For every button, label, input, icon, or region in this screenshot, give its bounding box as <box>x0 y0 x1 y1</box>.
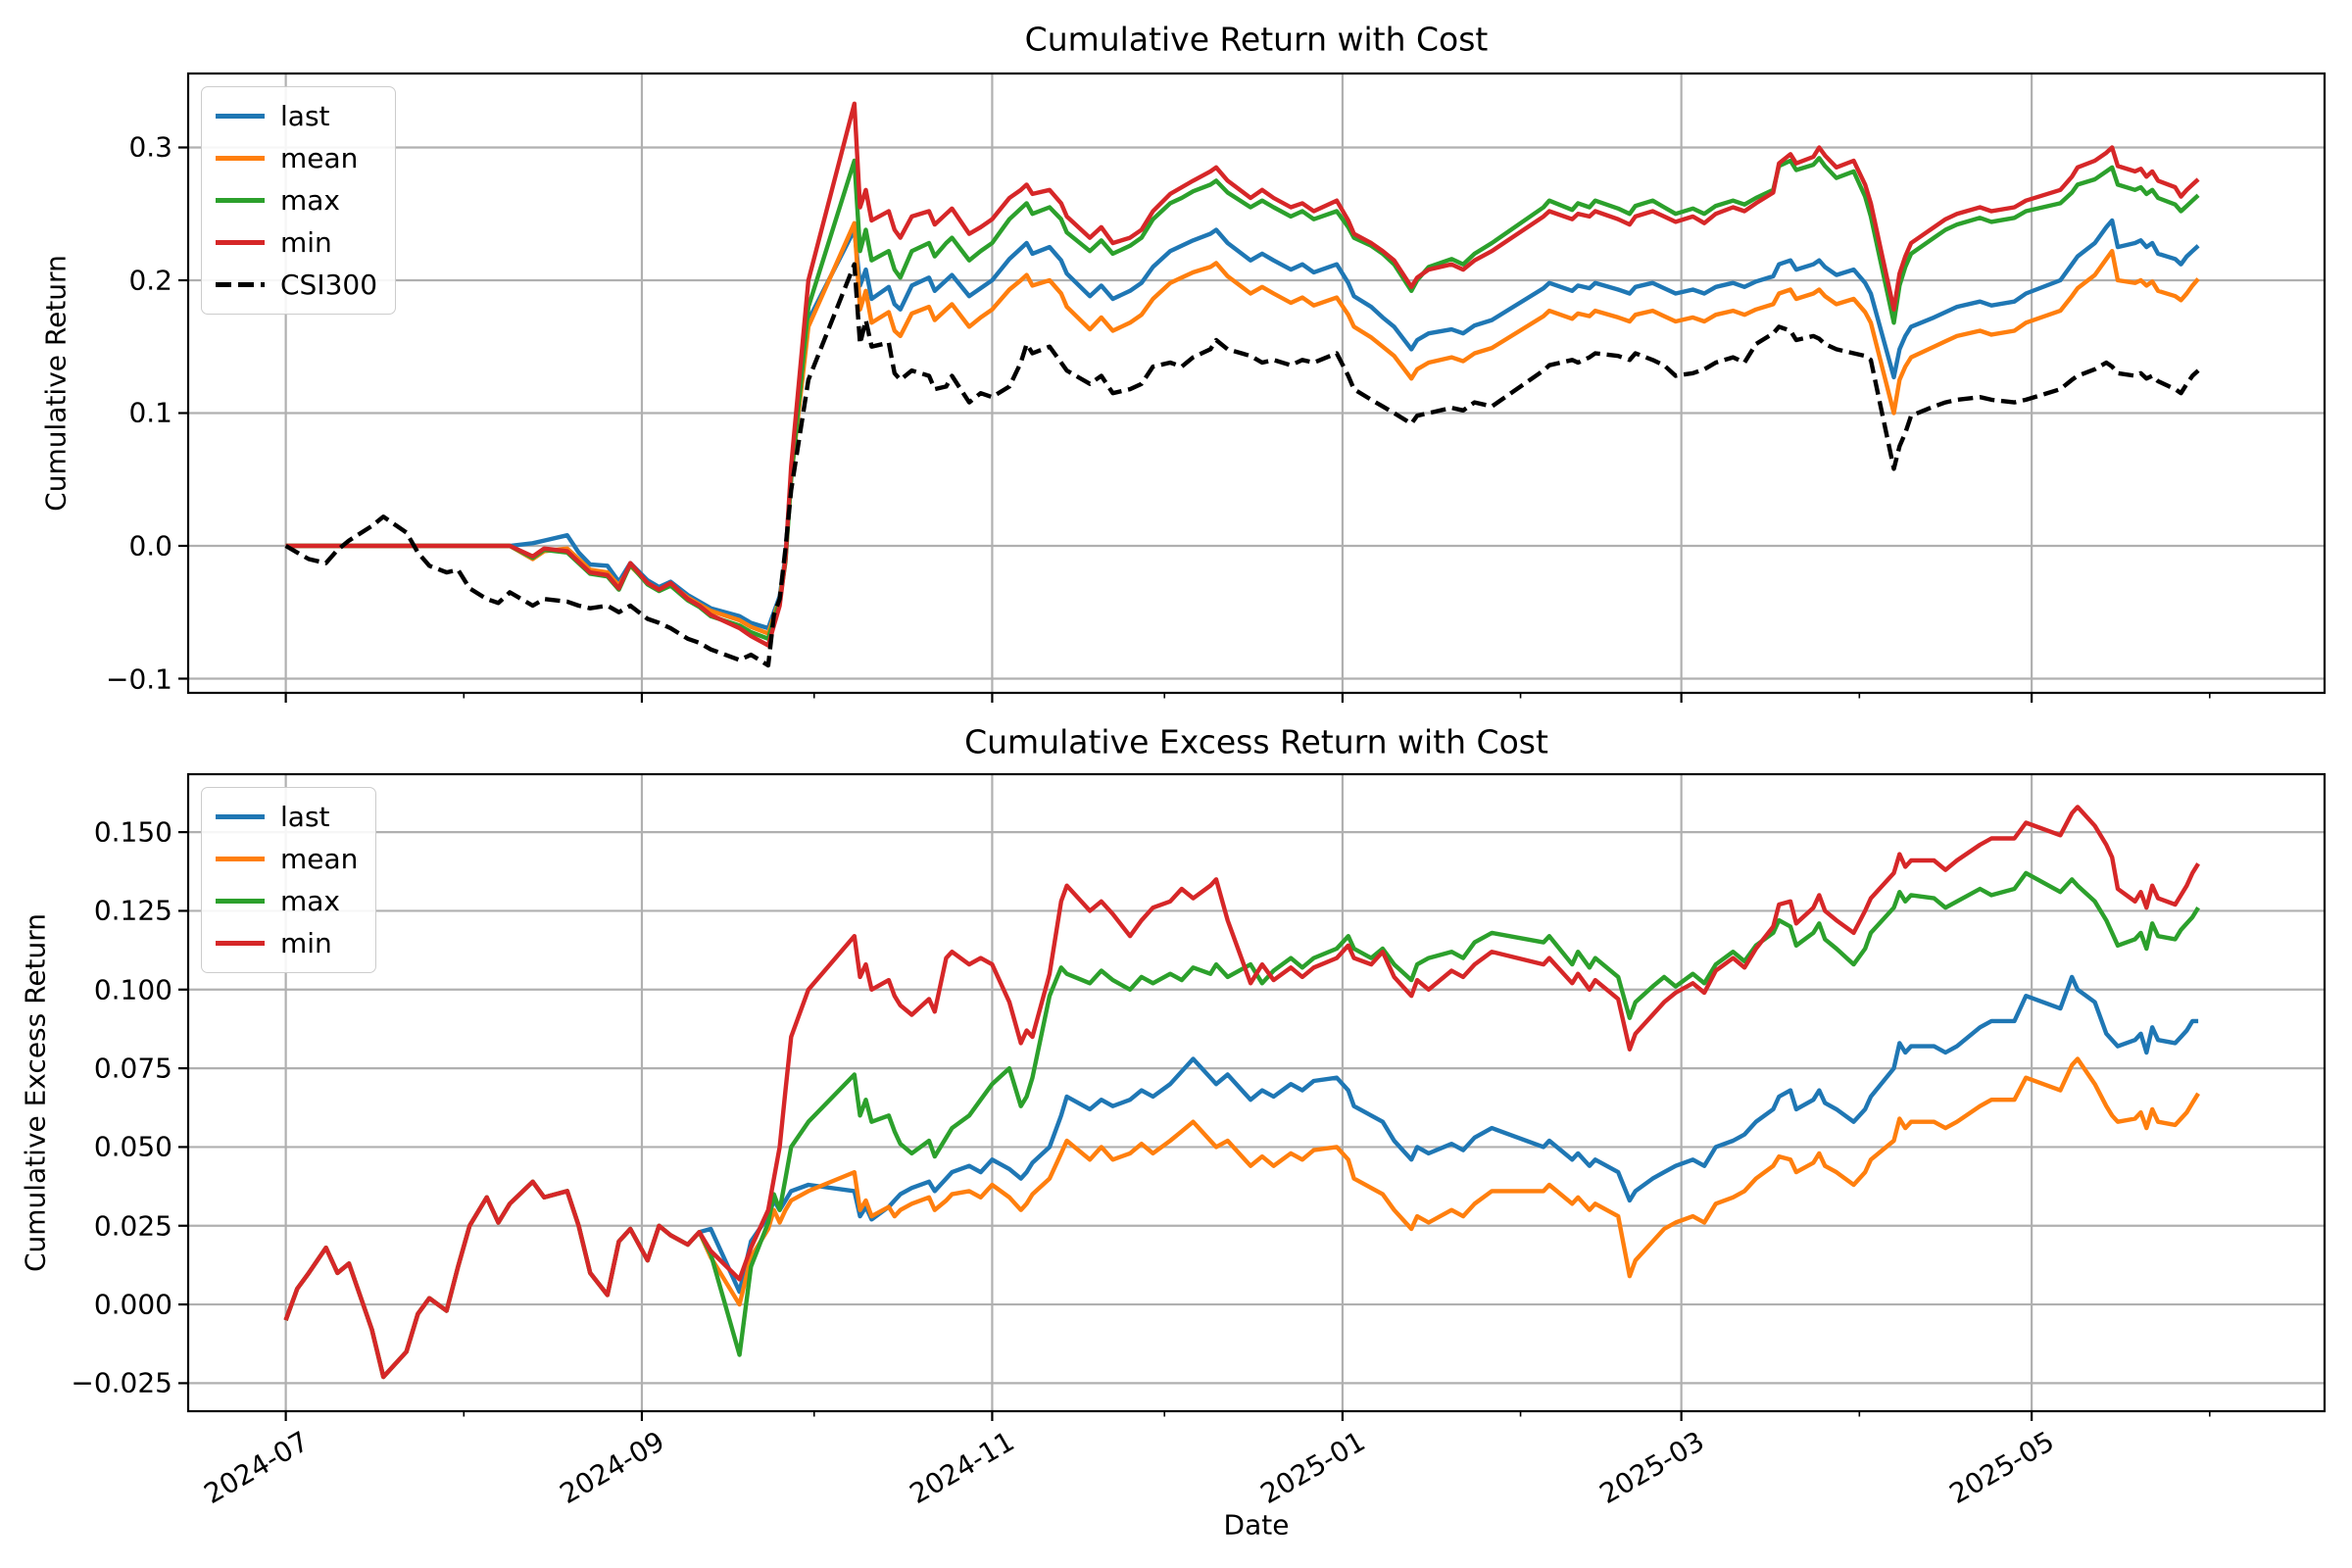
series-line-last <box>285 218 2200 631</box>
legend-item-mean: mean <box>216 838 358 880</box>
series-line-max <box>283 870 2200 1380</box>
axis-ticks <box>178 831 2211 1421</box>
dashed-line-swatch <box>216 282 265 287</box>
line-swatch <box>216 814 265 819</box>
legend-label: min <box>280 927 332 959</box>
legend-item-max: max <box>216 880 358 922</box>
y-axis-label-bottom: Cumulative Excess Return <box>19 912 52 1273</box>
series-line-min <box>285 101 2200 648</box>
subplot-top-title: Cumulative Return with Cost <box>1024 20 1489 59</box>
legend-item-min: min <box>216 221 377 264</box>
y-tick-label: 0.2 <box>128 264 172 297</box>
y-tick-label: 0.0 <box>128 529 172 563</box>
legend-label: max <box>280 885 341 917</box>
gridlines <box>188 74 2325 693</box>
y-tick-label: 0.000 <box>93 1288 172 1321</box>
line-swatch <box>216 156 265 161</box>
legend-item-min: min <box>216 922 358 964</box>
legend-item-CSI300: CSI300 <box>216 264 377 306</box>
y-tick-label: −0.1 <box>106 662 172 695</box>
legend-label: mean <box>280 142 359 174</box>
axes-spines <box>186 772 2327 1413</box>
legend-label: min <box>280 226 332 259</box>
series-line-last <box>283 974 2199 1380</box>
y-tick-label: 0.150 <box>93 815 172 849</box>
line-swatch <box>216 857 265 861</box>
legend-item-last: last <box>216 95 377 137</box>
y-tick-label: 0.050 <box>93 1130 172 1163</box>
legend-label: last <box>280 100 330 132</box>
line-swatch <box>216 198 265 203</box>
series-lines <box>284 101 2200 668</box>
series-line-mean <box>285 220 2200 636</box>
axes-spines <box>186 72 2327 695</box>
line-swatch <box>216 941 265 946</box>
line-swatch <box>216 240 265 245</box>
axis-ticks <box>178 146 2211 703</box>
line-swatch <box>216 114 265 119</box>
legend-top: last mean max min CSI300 <box>201 86 397 315</box>
y-tick-label: 0.025 <box>93 1209 172 1243</box>
series-line-mean <box>283 1056 2200 1380</box>
y-tick-label: 0.075 <box>93 1052 172 1085</box>
series-line-CSI300 <box>284 262 2200 668</box>
gridlines <box>188 774 2325 1411</box>
y-axis-label-top: Cumulative Return <box>39 255 73 512</box>
y-tick-label: 0.3 <box>128 130 172 164</box>
line-swatch <box>216 899 265 904</box>
legend-item-max: max <box>216 179 377 221</box>
x-axis-label: Date <box>1223 1508 1290 1542</box>
y-tick-label: 0.1 <box>128 396 172 429</box>
legend-bottom: last mean max min <box>201 787 377 973</box>
series-line-max <box>285 156 2200 641</box>
y-tick-label: 0.100 <box>93 973 172 1006</box>
legend-label: last <box>280 801 330 833</box>
subplot-bottom-title: Cumulative Excess Return with Cost <box>964 722 1548 761</box>
series-line-min <box>283 805 2200 1380</box>
legend-label: max <box>280 184 341 217</box>
legend-label: CSI300 <box>280 269 378 301</box>
y-tick-label: −0.025 <box>71 1366 172 1399</box>
y-tick-label: 0.125 <box>93 894 172 927</box>
legend-item-last: last <box>216 796 358 838</box>
series-lines <box>283 805 2200 1380</box>
legend-label: mean <box>280 843 359 875</box>
legend-item-mean: mean <box>216 137 377 179</box>
